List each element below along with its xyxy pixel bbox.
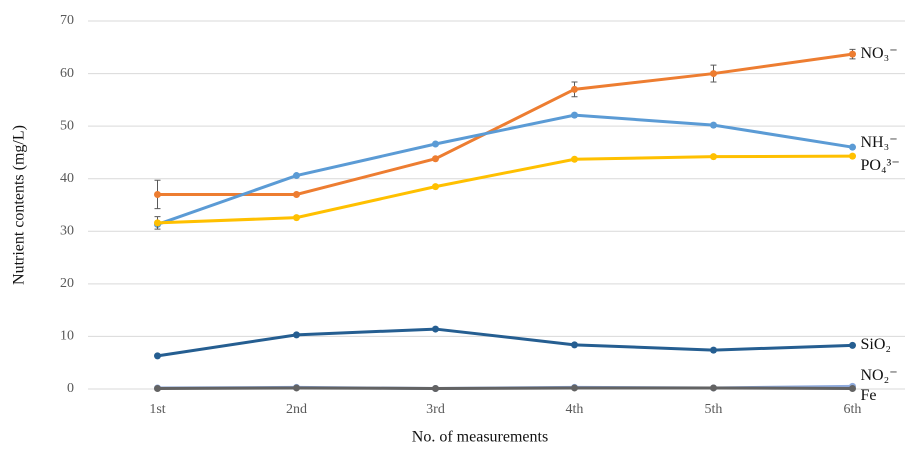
point	[293, 214, 300, 222]
y-tick-label: 30	[60, 224, 74, 239]
y-tick-label: 70	[60, 13, 74, 28]
series-label: NO₃⁻	[861, 45, 898, 62]
point	[849, 143, 856, 151]
point	[849, 50, 856, 58]
point	[154, 190, 161, 198]
point	[849, 384, 856, 392]
point	[571, 155, 578, 163]
x-tick-label: 5th	[705, 402, 723, 417]
point	[432, 183, 439, 191]
y-tick-label: 0	[67, 381, 74, 396]
series-line	[157, 154, 853, 225]
point	[432, 384, 439, 392]
y-tick-label: 60	[60, 66, 74, 81]
point	[710, 153, 717, 161]
series-line	[157, 52, 853, 196]
point	[849, 341, 856, 349]
point	[293, 331, 300, 339]
point	[571, 111, 578, 119]
series-line	[157, 386, 853, 390]
point	[710, 384, 717, 392]
point	[154, 219, 161, 227]
x-tick-label: 2nd	[286, 402, 307, 417]
point	[432, 325, 439, 333]
point	[849, 152, 856, 160]
point	[154, 352, 161, 360]
series-label: Fe	[861, 387, 877, 404]
series-label: NO₂⁻	[861, 367, 898, 384]
x-tick-label: 6th	[844, 402, 862, 417]
y-tick-label: 50	[60, 118, 74, 133]
point	[293, 190, 300, 198]
point	[710, 70, 717, 78]
x-tick-label: 3rd	[426, 402, 445, 417]
series-label: NH₃⁻	[861, 134, 898, 151]
y-tick-label: 10	[60, 329, 74, 344]
point	[293, 384, 300, 392]
point	[432, 140, 439, 148]
series-line	[157, 113, 853, 226]
y-tick-label: 20	[60, 276, 74, 291]
y-tick-label: 40	[60, 171, 74, 186]
x-axis-title: No. of measurements	[412, 429, 548, 446]
point	[710, 346, 717, 354]
y-axis-title: Nutrient contents (mg/L)	[11, 125, 28, 285]
point	[710, 121, 717, 129]
point	[432, 155, 439, 163]
point	[571, 384, 578, 392]
series-line	[157, 327, 853, 358]
point	[571, 341, 578, 349]
series-label: PO₄³⁻	[861, 157, 900, 174]
x-tick-label: 1st	[149, 402, 165, 417]
x-tick-label: 4th	[566, 402, 584, 417]
point	[293, 172, 300, 180]
point	[571, 85, 578, 93]
series-label: SiO₂	[861, 336, 891, 353]
point	[154, 384, 161, 392]
